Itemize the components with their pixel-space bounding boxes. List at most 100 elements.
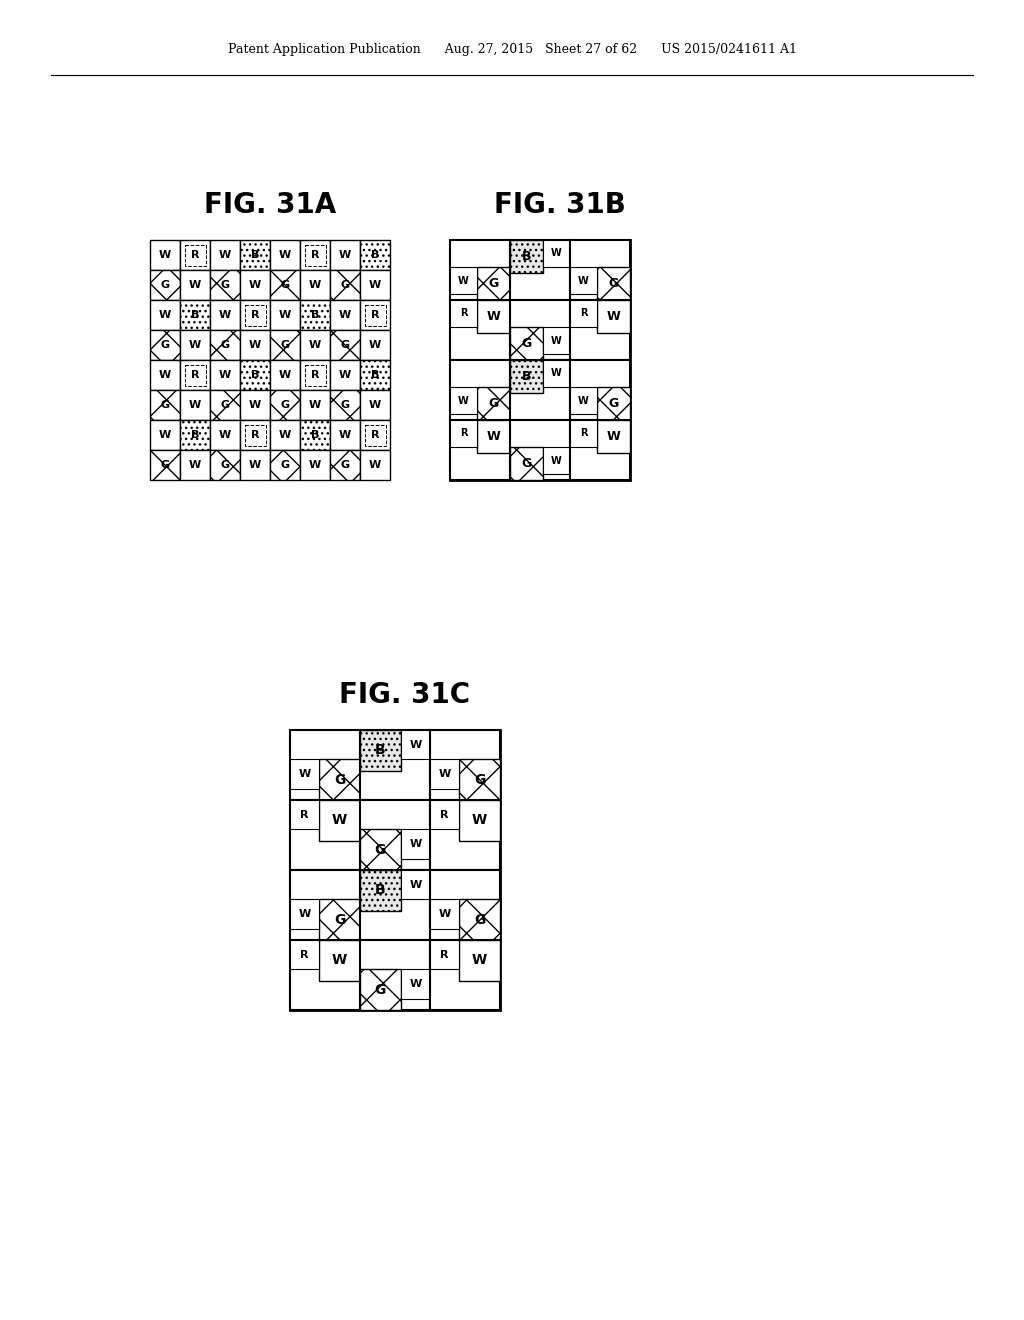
- Bar: [210, 360, 240, 389]
- Text: W: W: [410, 840, 422, 849]
- Bar: [240, 271, 270, 300]
- Bar: [477, 267, 510, 300]
- Text: W: W: [458, 276, 469, 285]
- Text: G: G: [161, 400, 170, 411]
- Bar: [300, 420, 330, 450]
- Bar: [430, 800, 460, 829]
- Bar: [543, 360, 570, 387]
- Bar: [240, 360, 270, 389]
- Bar: [450, 420, 477, 447]
- Bar: [270, 360, 300, 389]
- Text: B: B: [190, 430, 200, 440]
- Bar: [150, 389, 180, 420]
- Bar: [180, 240, 210, 271]
- Bar: [180, 420, 210, 450]
- Text: W: W: [472, 813, 487, 828]
- Bar: [400, 829, 430, 859]
- Bar: [330, 389, 360, 420]
- Bar: [330, 450, 360, 480]
- Bar: [360, 240, 390, 271]
- Text: W: W: [339, 310, 351, 319]
- Bar: [450, 300, 477, 327]
- Bar: [430, 899, 460, 929]
- Text: G: G: [161, 459, 170, 470]
- Bar: [210, 300, 240, 330]
- Bar: [430, 800, 500, 870]
- Bar: [290, 899, 319, 929]
- Bar: [400, 969, 430, 999]
- Bar: [290, 870, 360, 940]
- Bar: [570, 267, 597, 294]
- Bar: [460, 800, 500, 841]
- Text: R: R: [440, 949, 449, 960]
- Bar: [430, 759, 460, 789]
- Bar: [360, 870, 430, 940]
- Bar: [330, 240, 360, 271]
- Bar: [240, 420, 270, 450]
- Bar: [330, 420, 360, 450]
- Bar: [150, 330, 180, 360]
- Text: G: G: [340, 280, 349, 290]
- Text: W: W: [551, 248, 562, 259]
- Text: W: W: [188, 341, 201, 350]
- Bar: [360, 360, 390, 389]
- Text: W: W: [458, 396, 469, 405]
- Bar: [210, 271, 240, 300]
- Bar: [180, 360, 210, 389]
- Bar: [510, 240, 570, 300]
- Bar: [150, 450, 180, 480]
- Text: R: R: [371, 430, 379, 440]
- Text: W: W: [551, 368, 562, 379]
- Text: W: W: [299, 909, 311, 919]
- Bar: [570, 300, 630, 360]
- Text: W: W: [309, 341, 322, 350]
- Text: R: R: [371, 310, 379, 319]
- Text: Patent Application Publication      Aug. 27, 2015   Sheet 27 of 62      US 2015/: Patent Application Publication Aug. 27, …: [227, 44, 797, 57]
- Text: B: B: [311, 430, 319, 440]
- Bar: [510, 420, 570, 480]
- Text: R: R: [251, 310, 259, 319]
- Bar: [450, 267, 477, 294]
- Bar: [360, 940, 430, 1010]
- Bar: [210, 450, 240, 480]
- Text: G: G: [375, 842, 386, 857]
- Text: W: W: [159, 249, 171, 260]
- Text: G: G: [340, 459, 349, 470]
- Bar: [360, 870, 400, 911]
- Bar: [300, 360, 330, 389]
- Bar: [150, 240, 180, 271]
- Bar: [450, 300, 510, 360]
- Text: W: W: [159, 430, 171, 440]
- Bar: [210, 330, 240, 360]
- Bar: [360, 829, 400, 870]
- Text: W: W: [279, 430, 291, 440]
- Bar: [510, 300, 570, 360]
- Bar: [270, 300, 300, 330]
- Text: G: G: [161, 341, 170, 350]
- Bar: [319, 940, 360, 981]
- Bar: [510, 360, 570, 420]
- Bar: [400, 730, 430, 759]
- Bar: [150, 300, 180, 330]
- Text: G: G: [220, 341, 229, 350]
- Text: G: G: [608, 277, 618, 290]
- Text: W: W: [486, 310, 501, 323]
- Text: W: W: [219, 249, 231, 260]
- Bar: [330, 271, 360, 300]
- Bar: [240, 450, 270, 480]
- Text: W: W: [279, 310, 291, 319]
- Text: W: W: [369, 400, 381, 411]
- Text: W: W: [309, 459, 322, 470]
- Text: W: W: [339, 370, 351, 380]
- Bar: [430, 940, 460, 969]
- Bar: [180, 420, 210, 450]
- Bar: [400, 870, 430, 899]
- Bar: [460, 940, 500, 981]
- Bar: [477, 420, 510, 453]
- Text: W: W: [486, 430, 501, 444]
- Text: G: G: [474, 912, 485, 927]
- Text: B: B: [251, 249, 259, 260]
- Bar: [300, 300, 330, 330]
- Text: B: B: [311, 310, 319, 319]
- Text: W: W: [249, 400, 261, 411]
